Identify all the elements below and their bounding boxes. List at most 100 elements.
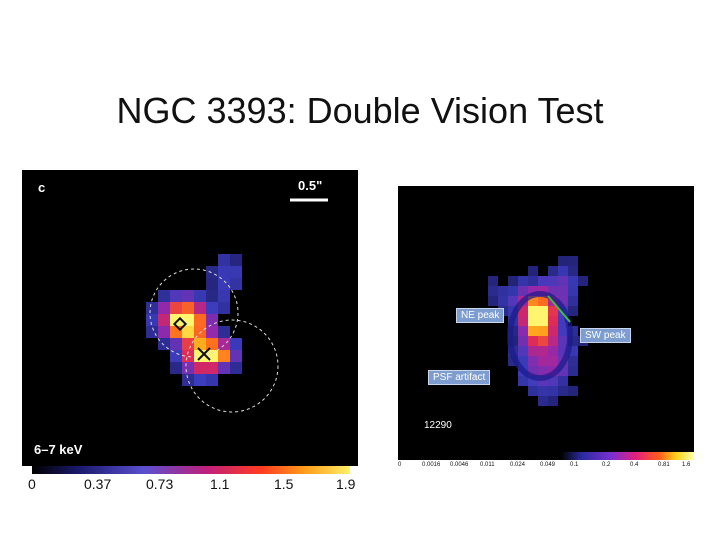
right-colorbar: 0 0.0016 0.0046 0.011 0.024 0.049 0.1 0.… (398, 452, 694, 474)
image-pixel (528, 276, 538, 286)
right-tick: 0.4 (630, 462, 639, 468)
image-pixel (230, 278, 242, 290)
image-pixel (218, 338, 230, 350)
sw-circle (185, 319, 279, 413)
image-pixel (182, 338, 194, 350)
image-pixel (206, 314, 218, 326)
image-pixel (538, 366, 548, 376)
image-pixel (558, 386, 568, 396)
image-pixel (528, 346, 538, 356)
left-tick: 1.5 (274, 476, 294, 492)
image-pixel (218, 326, 230, 338)
image-pixel (230, 350, 242, 362)
image-pixel (230, 254, 242, 266)
image-pixel (158, 290, 170, 302)
image-pixel (568, 296, 578, 306)
image-pixel (194, 290, 206, 302)
image-pixel (528, 316, 538, 326)
image-pixel (518, 326, 528, 336)
image-pixel (182, 290, 194, 302)
image-pixel (518, 306, 528, 316)
image-pixel (538, 386, 548, 396)
image-pixel (558, 286, 568, 296)
image-pixel (538, 306, 548, 316)
right-tick: 0.024 (510, 462, 526, 468)
left-colorbar: 0 0.37 0.73 1.1 1.5 1.9 (22, 466, 358, 500)
left-tick: 0 (28, 476, 36, 492)
image-pixel (170, 290, 182, 302)
image-pixel (206, 338, 218, 350)
right-tick: 0.2 (602, 462, 611, 468)
right-tick: 1.6 (682, 462, 691, 468)
image-pixel (518, 276, 528, 286)
right-tick: 0.1 (570, 462, 579, 468)
image-pixel (206, 290, 218, 302)
image-pixel (528, 296, 538, 306)
image-pixel (182, 362, 194, 374)
image-pixel (158, 326, 170, 338)
image-pixel (518, 376, 528, 386)
image-pixel (218, 266, 230, 278)
image-pixel (538, 356, 548, 366)
image-pixel (218, 278, 230, 290)
image-pixel (548, 326, 558, 336)
image-pixel (182, 350, 194, 362)
image-pixel (538, 336, 548, 346)
image-pixel (170, 338, 182, 350)
image-pixel (508, 296, 518, 306)
image-pixel (206, 362, 218, 374)
image-pixel (170, 326, 182, 338)
image-pixel (194, 314, 206, 326)
image-pixel (182, 326, 194, 338)
image-pixel (558, 366, 568, 376)
image-pixel (568, 306, 578, 316)
image-pixel (194, 302, 206, 314)
image-pixel (558, 266, 568, 276)
image-pixel (538, 296, 548, 306)
image-pixel (568, 256, 578, 266)
image-pixel (194, 338, 206, 350)
image-pixel (528, 366, 538, 376)
scale-label: 0.5" (298, 178, 323, 193)
right-tick: 0.011 (480, 462, 495, 468)
image-pixel (548, 386, 558, 396)
image-pixel (158, 314, 170, 326)
image-pixel (488, 296, 498, 306)
image-pixel (558, 346, 568, 356)
image-pixel (548, 356, 558, 366)
image-pixel (498, 296, 508, 306)
image-pixel (194, 362, 206, 374)
image-pixel (568, 366, 578, 376)
image-pixel (518, 356, 528, 366)
image-pixel (498, 286, 508, 296)
image-pixel (146, 302, 158, 314)
sw-x-marker (197, 347, 211, 361)
image-pixel (528, 326, 538, 336)
image-pixel (518, 346, 528, 356)
left-tick: 1.9 (336, 476, 356, 492)
image-pixel (230, 266, 242, 278)
image-pixel (548, 266, 558, 276)
image-pixel (170, 314, 182, 326)
image-pixel (518, 336, 528, 346)
image-pixel (206, 302, 218, 314)
image-pixel (548, 306, 558, 316)
image-pixel (538, 346, 548, 356)
image-pixel (194, 374, 206, 386)
image-pixel (528, 386, 538, 396)
image-pixel (158, 302, 170, 314)
right-tick: 0.049 (540, 462, 556, 468)
obsid-label: 12290 (424, 420, 452, 431)
left-colorbar-gradient (32, 466, 350, 474)
image-pixel (568, 336, 578, 346)
image-pixel (194, 326, 206, 338)
image-pixel (528, 286, 538, 296)
image-pixel (206, 350, 218, 362)
image-pixel (528, 376, 538, 386)
image-pixel (170, 362, 182, 374)
image-pixel (488, 276, 498, 286)
left-tick: 1.1 (210, 476, 230, 492)
image-pixel (206, 374, 218, 386)
image-pixel (218, 302, 230, 314)
image-pixel (558, 276, 568, 286)
